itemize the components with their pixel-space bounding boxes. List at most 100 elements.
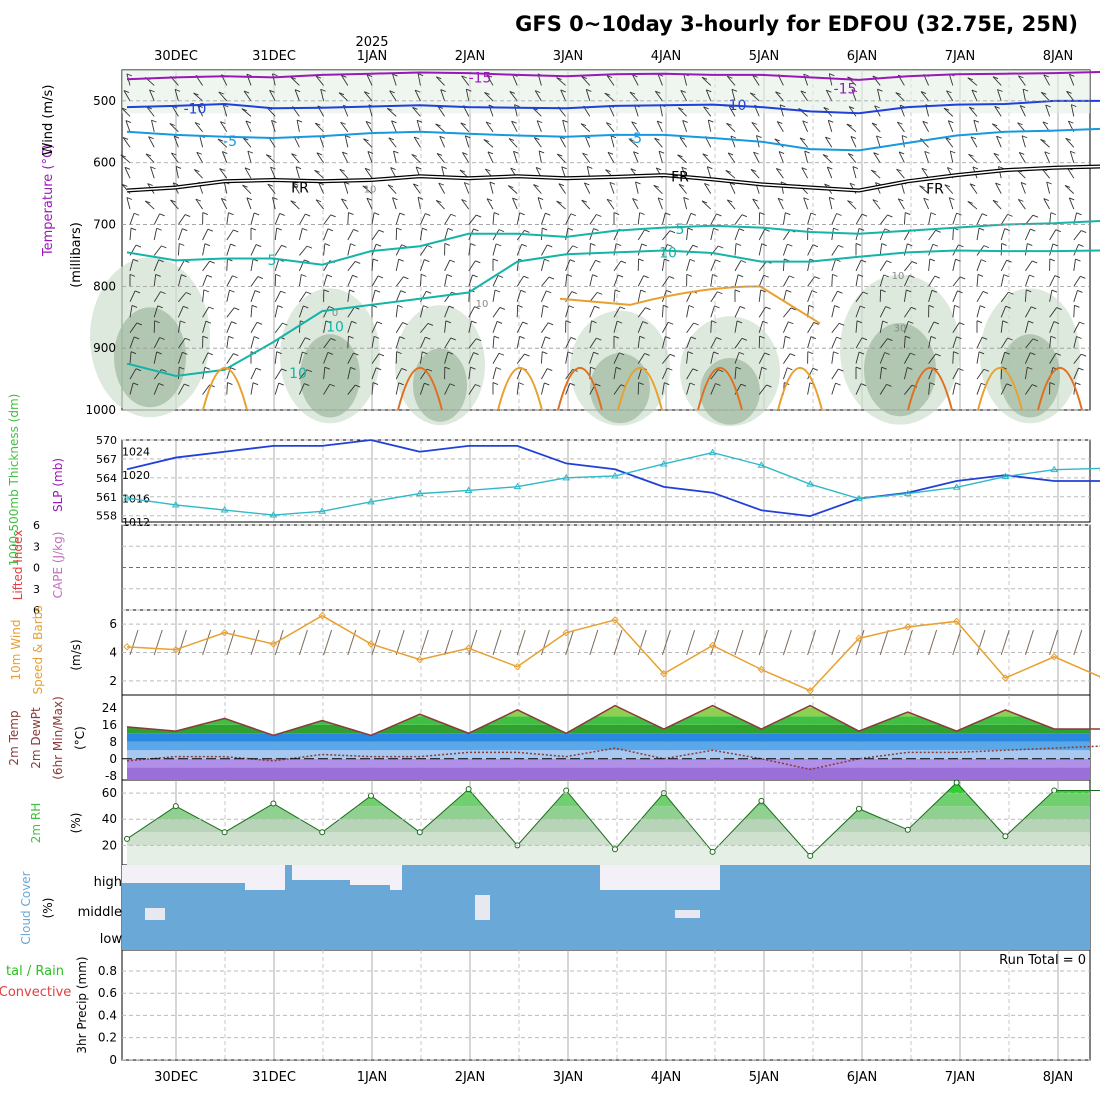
wind-barb (613, 367, 617, 380)
wind-barb-flag (726, 122, 732, 126)
wind-barb-flag (450, 337, 456, 341)
wind-barb (828, 73, 833, 86)
rh-band (127, 793, 1090, 807)
wind-barb-flag (667, 367, 673, 371)
wind-barb (341, 151, 349, 163)
wind-barb (604, 92, 615, 102)
surface-wind-barb (589, 629, 599, 656)
wind-barb (323, 228, 329, 241)
wind-barb (536, 120, 542, 132)
wind-barb (1069, 151, 1075, 163)
temp-band (127, 707, 1090, 717)
wind-barb-flag (387, 184, 394, 188)
wind-barb-flag (909, 274, 915, 278)
wind-barb-flag (327, 352, 334, 355)
wind-barb-flag (727, 75, 733, 79)
wind-barb (976, 291, 984, 303)
wind-barb (419, 259, 425, 272)
wind-barb (613, 352, 620, 364)
wind-barb (855, 383, 862, 395)
wind-barb-flag (884, 352, 890, 355)
wind-barb-flag (279, 213, 285, 216)
wind-barb (389, 90, 397, 102)
wind-barb (928, 367, 934, 380)
wind-barb (371, 336, 375, 349)
wind-barb-flag (1079, 321, 1085, 325)
wind-barb-flag (1031, 260, 1038, 264)
wind-barb (226, 321, 232, 333)
wind-barb-flag (542, 351, 548, 355)
date-label-top: 7JAN (945, 49, 976, 64)
wind-barb-flag (1056, 307, 1062, 310)
wind-barb-flag (620, 260, 627, 264)
contour-low-arc (397, 366, 443, 411)
wind-barb (177, 274, 182, 287)
wind-barb (726, 75, 736, 86)
wind-barb-flag (677, 154, 683, 158)
wind-barb (492, 229, 500, 241)
wind-barb (657, 74, 663, 86)
wind-barb (661, 305, 664, 318)
rh-band (127, 782, 1090, 794)
wind-barb (778, 151, 784, 163)
wind-barb-flag (847, 200, 853, 204)
wind-barb (532, 107, 542, 117)
wind-barb-flag (777, 121, 783, 124)
wind-barb (338, 92, 349, 102)
surface-wind-barb (952, 629, 962, 656)
wind-barb-flag (740, 260, 747, 263)
wind-barb-flag (873, 152, 879, 156)
wind-barb-flag (1077, 289, 1083, 293)
wind-barb-flag (149, 89, 155, 93)
wind-barb-flag (255, 244, 262, 247)
wind-barb (174, 89, 179, 102)
wind-barb-flag (774, 138, 780, 142)
wind-barb (680, 90, 687, 102)
wind-barb (783, 353, 791, 364)
surface-wind-barb (976, 629, 986, 656)
wind-barb-flag (761, 243, 767, 247)
wind-barb-flag (397, 304, 403, 308)
wind-barb (589, 352, 594, 364)
wind-barb (538, 150, 542, 163)
wind-barb (657, 197, 663, 210)
stability-tick: 3 (33, 540, 40, 553)
wind-barb-flag (584, 182, 590, 186)
wind-barb (1073, 353, 1082, 364)
wind-barb-flag (1049, 258, 1055, 262)
wind-barb (807, 276, 816, 287)
wind-barb-flag (948, 120, 954, 124)
wind-barb-flag (592, 274, 598, 278)
wind-barb-flag (534, 137, 540, 140)
wind-barb (129, 228, 132, 241)
wind-barb-flag (425, 336, 431, 340)
wind-barb-flag (947, 167, 953, 170)
wind-barb (341, 198, 349, 210)
wind-barb-flag (494, 289, 501, 293)
surface-wind-barb (879, 629, 889, 656)
wind-barb (710, 228, 714, 241)
wind-speed-marker (904, 623, 912, 631)
ylabel-temp-unit: (°C) (73, 726, 87, 750)
wind-barb (871, 122, 881, 133)
wind-barb-flag (824, 183, 830, 187)
wind-barb-flag (444, 243, 450, 246)
wind-barb (318, 182, 325, 194)
wind-barb (847, 153, 857, 164)
date-label-bottom: 2JAN (455, 1070, 486, 1085)
wind-speed-marker (1050, 653, 1058, 661)
wind-barb (903, 321, 909, 333)
wind-barb (928, 212, 932, 225)
wind-barb-flag (132, 258, 139, 262)
wind-barb (323, 384, 331, 395)
wind-barb-flag (703, 106, 709, 110)
surface-wind-barb (298, 629, 308, 656)
wind-barb (995, 182, 1002, 194)
wind-barb (250, 290, 256, 302)
wind-barb-flag (304, 259, 310, 263)
wind-barb (872, 199, 881, 210)
rh-marker (758, 797, 765, 804)
date-label-bottom: 4JAN (651, 1070, 682, 1085)
wind-barb (872, 75, 881, 86)
wind-barb-flag (496, 321, 503, 324)
